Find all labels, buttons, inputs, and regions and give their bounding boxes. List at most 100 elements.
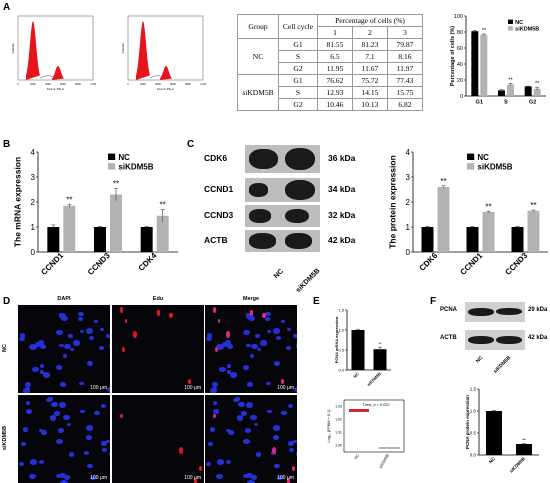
flow-tick: 0 [17, 83, 19, 86]
s-phase-curve [39, 75, 55, 79]
nucleus-dot [225, 429, 230, 433]
phase-cell: S [278, 86, 318, 99]
y-tick-label: 2 [31, 198, 36, 207]
scale-bar-label: 100 μm [90, 385, 107, 391]
nucleus-dot [242, 364, 250, 370]
nucleus-dot [87, 463, 93, 469]
y-axis-label: The mRNA expression [12, 157, 22, 247]
nucleus-dot [90, 475, 97, 481]
significance-label: ** [535, 81, 540, 87]
edu-dot [156, 310, 161, 316]
significance-label: ** [440, 177, 446, 186]
nucleus-dot [40, 344, 47, 349]
bar [527, 210, 540, 252]
x-tick-label: CDK6 [418, 251, 440, 273]
nucleus-dot [245, 401, 254, 408]
x-tick-label: CCND3 [86, 251, 112, 277]
nucleus-dot [205, 461, 212, 466]
value-cell: 12.93 [317, 86, 353, 99]
nucleus-dot [94, 319, 99, 323]
nucleus-dot [272, 424, 281, 431]
nucleus-dot [292, 333, 297, 338]
nucleus-dot [265, 311, 272, 317]
legend-swatch-nc [467, 153, 475, 160]
nucleus-dot [25, 382, 32, 388]
value-cell: 77.43 [386, 74, 424, 87]
nucleus-dot [69, 347, 75, 352]
nucleus-dot [22, 427, 29, 432]
significance-label: ** [482, 28, 487, 34]
nucleus-dot [100, 328, 105, 332]
y-tick-label: 1.91 [335, 431, 342, 435]
blot-protein-label: PCNA [440, 307, 458, 313]
edu-dot [133, 331, 138, 338]
blot-kda-label: 42 kDa [528, 335, 548, 341]
blot-band [285, 147, 316, 171]
table-row: NC G1 81.55 81.23 79.87 [237, 38, 424, 75]
nucleus-dot [216, 459, 224, 465]
y-tick-label: 4 [406, 148, 411, 157]
flow-frame [17, 15, 94, 81]
bar [351, 330, 365, 370]
nucleus-dot [276, 335, 282, 340]
flow-ylabel: Number [11, 43, 15, 54]
micro-panel: 100 μm [18, 395, 110, 483]
nucleus-dot [89, 335, 95, 340]
nucleus-dot [256, 347, 262, 352]
legend-swatch-nc [108, 153, 116, 160]
nucleus-dot [80, 409, 85, 414]
nucleus-dot [32, 367, 39, 373]
micro-col-title: DAPI [57, 296, 71, 302]
nucleus-dot [238, 401, 246, 408]
nucleus-dot [273, 361, 280, 366]
edu-dot [271, 446, 277, 454]
nucleus-dot [85, 424, 94, 431]
flow-xlabel: FL2-A::PE-A [47, 87, 64, 91]
scale-bar-label: 100 μm [277, 385, 294, 391]
nucleus-dot [18, 336, 25, 342]
bar [94, 227, 106, 252]
panel-label-b: B [3, 139, 11, 150]
bar [524, 86, 532, 96]
nucleus-dot [63, 474, 71, 480]
nucleus-dot [236, 415, 244, 421]
flow-tick: 400K [155, 83, 161, 86]
flow-frame [127, 15, 204, 81]
nucleus-dot [39, 364, 45, 368]
value-cell: 15.75 [386, 86, 424, 99]
blot-band [285, 208, 309, 224]
nucleus-dot [226, 370, 232, 374]
panel-label-f: F [430, 296, 437, 307]
nucleus-dot [66, 422, 71, 426]
scale-bar-label: 100 μm [90, 475, 107, 481]
bar [156, 215, 169, 252]
phase-cell: G1 [278, 38, 318, 51]
bar [373, 349, 387, 370]
blot-protein-label: ACTB [204, 235, 228, 245]
y-tick-label: 1.0 [470, 409, 477, 414]
significance-label: ** [522, 438, 526, 443]
nucleus-dot [79, 329, 85, 334]
bar [63, 205, 76, 252]
blot-lane-label: siKDM5B [294, 267, 322, 295]
nucleus-dot [272, 328, 281, 335]
micro-col-title: Edu [152, 296, 164, 302]
nucleus-dot [100, 404, 107, 409]
y-axis-label: PCNA mRNA expression [334, 316, 339, 363]
edu-dot [124, 319, 128, 324]
nucleus-dot [73, 340, 81, 346]
micro-panel: 100 μm [18, 305, 110, 393]
header-rep: 3 [386, 26, 424, 39]
chart-a-cell-percentage: 0 20 40 60 80 100 Percentage of cells (%) ** G1 *… [450, 14, 546, 106]
nucleus-dot [245, 472, 253, 478]
x-tick-label: G2 [529, 100, 536, 106]
nucleus-dot [101, 441, 107, 446]
significance-label: ** [530, 201, 536, 210]
chart-e-pcna-mrna: 0.0 0.5 1.0 1.5 PCNA mRNA expression NC ** siKD… [334, 307, 391, 387]
nucleus-dot [212, 401, 218, 405]
nucleus-dot [286, 346, 292, 351]
panel-label-d: D [3, 296, 11, 307]
value-cell: 79.87 [386, 38, 424, 51]
nucleus-dot [61, 316, 69, 322]
